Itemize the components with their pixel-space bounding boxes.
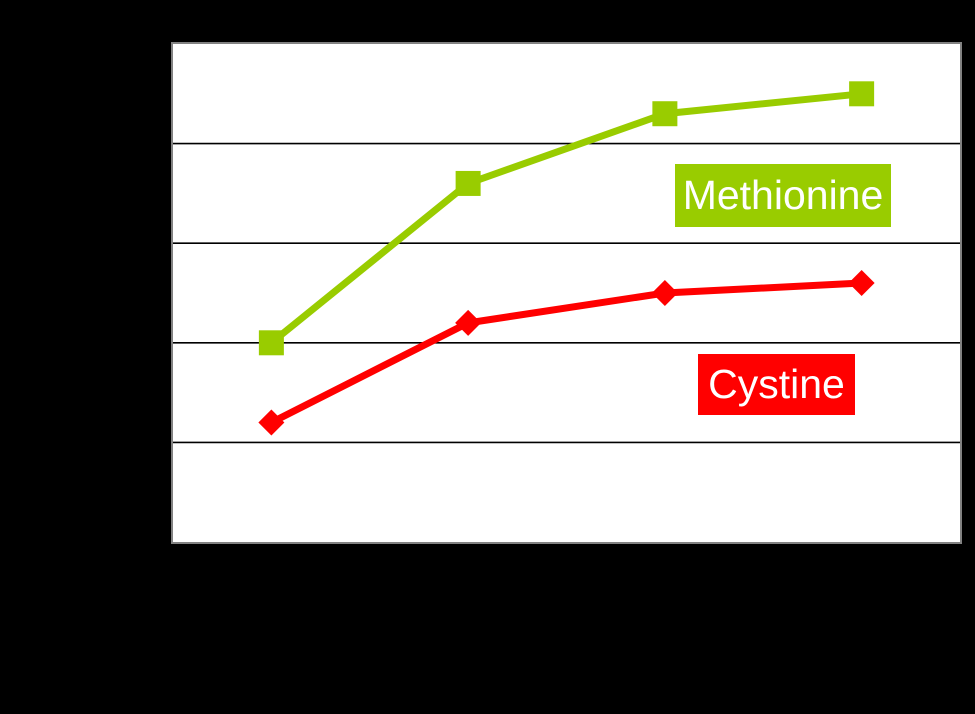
cystine-line xyxy=(269,279,862,426)
cystine-marker xyxy=(258,409,285,436)
cystine-marker xyxy=(455,309,482,336)
chart-svg xyxy=(173,81,960,444)
methionine-marker xyxy=(849,81,875,107)
plot-area xyxy=(171,42,962,544)
methionine-marker xyxy=(455,170,481,196)
methionine-marker xyxy=(258,330,284,356)
methionine-series-label: Methionine xyxy=(675,164,891,227)
methionine-line xyxy=(269,90,862,346)
cystine-marker xyxy=(848,270,875,297)
methionine-marker xyxy=(652,101,678,127)
cystine-marker xyxy=(651,280,678,306)
cystine-series-label: Cystine xyxy=(698,354,855,415)
